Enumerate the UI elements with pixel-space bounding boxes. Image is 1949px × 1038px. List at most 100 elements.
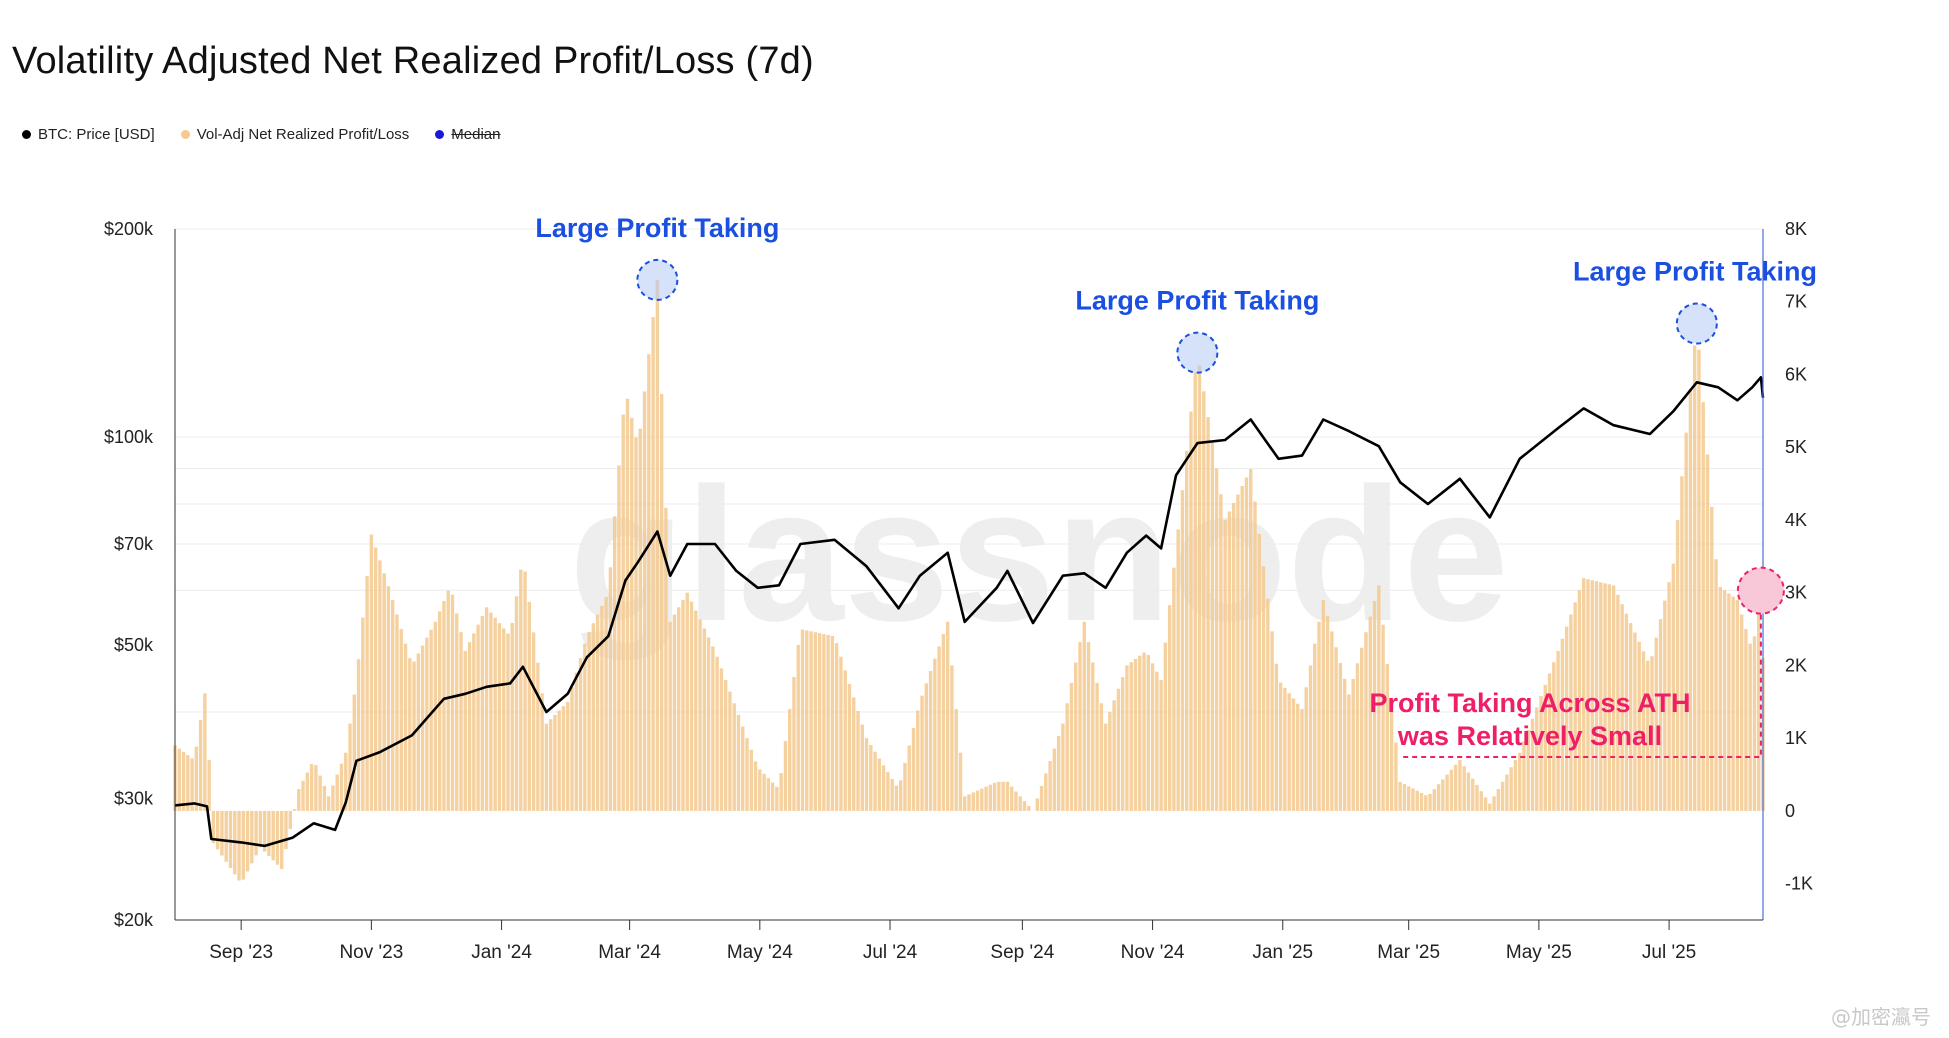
y-right-tick-label: 2K bbox=[1785, 655, 1807, 675]
profit-loss-bar bbox=[288, 810, 292, 830]
profit-loss-bar bbox=[826, 634, 830, 811]
profit-loss-bar bbox=[604, 597, 608, 811]
profit-loss-bar bbox=[1116, 688, 1121, 811]
annotation-circle-large-profit bbox=[1176, 331, 1219, 374]
profit-loss-bar bbox=[250, 810, 254, 864]
profit-loss-bar bbox=[770, 782, 775, 811]
profit-loss-bar bbox=[1471, 778, 1475, 811]
profit-loss-bar bbox=[1505, 774, 1509, 811]
x-tick-label: Nov '24 bbox=[1121, 942, 1185, 963]
profit-loss-bar bbox=[1321, 599, 1326, 811]
y-left-tick-label: $200k bbox=[104, 219, 154, 239]
profit-loss-bar bbox=[732, 703, 736, 811]
legend-item-vol-adj[interactable]: Vol-Adj Net Realized Profit/Loss bbox=[180, 126, 410, 143]
profit-loss-bar bbox=[1680, 476, 1684, 811]
profit-loss-bar bbox=[1022, 801, 1027, 811]
profit-loss-bar bbox=[1701, 402, 1705, 811]
profit-loss-bar bbox=[706, 637, 711, 811]
profit-loss-bar bbox=[1389, 703, 1394, 811]
profit-loss-bar bbox=[241, 810, 246, 880]
profit-loss-bar bbox=[1325, 615, 1330, 811]
profit-loss-bar bbox=[659, 393, 664, 811]
profit-loss-bar bbox=[741, 726, 745, 811]
profit-loss-bar bbox=[1308, 665, 1313, 811]
profit-loss-bar bbox=[1001, 781, 1005, 811]
profit-loss-bar bbox=[668, 621, 672, 811]
x-tick-label: Jul '25 bbox=[1642, 942, 1696, 963]
profit-loss-bar bbox=[1509, 767, 1513, 811]
profit-loss-bar bbox=[1462, 766, 1466, 811]
profit-loss-bar bbox=[1065, 703, 1069, 811]
profit-loss-bar bbox=[557, 710, 561, 811]
profit-loss-bar bbox=[1381, 624, 1385, 811]
profit-loss-bar bbox=[322, 785, 327, 811]
profit-loss-bar bbox=[1074, 662, 1078, 811]
profit-loss-bar bbox=[1317, 621, 1321, 811]
profit-loss-bar bbox=[1206, 416, 1210, 811]
profit-loss-bar bbox=[1069, 682, 1074, 811]
profit-loss-bar bbox=[420, 645, 425, 811]
profit-loss-bar bbox=[762, 773, 766, 811]
y-right-tick-label: -1K bbox=[1785, 874, 1813, 894]
profit-loss-bar bbox=[830, 635, 835, 811]
profit-loss-bar bbox=[992, 782, 997, 811]
profit-loss-bar bbox=[1227, 511, 1232, 811]
profit-loss-bar bbox=[694, 610, 698, 811]
profit-loss-bar bbox=[583, 643, 587, 811]
profit-loss-bar bbox=[1543, 684, 1547, 811]
profit-loss-bar bbox=[1432, 789, 1437, 811]
profit-loss-bar bbox=[1377, 585, 1381, 811]
profit-loss-bar bbox=[1125, 665, 1129, 811]
profit-loss-bar bbox=[1436, 784, 1441, 811]
profit-loss-bar bbox=[967, 794, 971, 811]
legend-item-median[interactable]: Median bbox=[435, 126, 501, 143]
profit-loss-bar bbox=[1163, 642, 1168, 811]
profit-loss-bar bbox=[1394, 742, 1398, 811]
profit-loss-bar bbox=[630, 418, 634, 811]
x-tick-label: May '24 bbox=[727, 942, 793, 963]
profit-loss-bar bbox=[1202, 391, 1206, 811]
profit-loss-bar bbox=[335, 774, 339, 811]
profit-loss-bar bbox=[813, 632, 818, 811]
profit-loss-bar bbox=[587, 631, 591, 811]
profit-loss-bar bbox=[1658, 619, 1663, 811]
y-left-tick-label: $50k bbox=[114, 635, 154, 655]
profit-loss-bar bbox=[1492, 796, 1496, 811]
annotation-text-large-profit: Large Profit Taking bbox=[535, 213, 779, 243]
profit-loss-bar bbox=[198, 719, 203, 811]
profit-loss-bar bbox=[1663, 600, 1667, 811]
profit-loss-bar bbox=[1466, 772, 1471, 811]
profit-loss-bar bbox=[1214, 468, 1219, 811]
legend-item-btc-price[interactable]: BTC: Price [USD] bbox=[22, 126, 155, 143]
annotation-text-large-profit: Large Profit Taking bbox=[1075, 286, 1319, 316]
profit-loss-bar bbox=[228, 810, 233, 869]
profit-loss-bar bbox=[1257, 533, 1261, 811]
profit-loss-bar bbox=[237, 810, 241, 881]
legend-label-vol-adj: Vol-Adj Net Realized Profit/Loss bbox=[196, 126, 410, 143]
corner-watermark: @加密瀛号 bbox=[1831, 1005, 1931, 1029]
profit-loss-bar bbox=[736, 714, 741, 811]
profit-loss-bar bbox=[1231, 502, 1236, 811]
x-tick-label: Jan '25 bbox=[1252, 942, 1313, 963]
profit-loss-bar bbox=[1479, 791, 1483, 811]
profit-loss-bar bbox=[484, 607, 489, 811]
profit-loss-bar bbox=[1419, 792, 1424, 811]
profit-loss-bar bbox=[1582, 578, 1586, 811]
profit-loss-bar bbox=[719, 668, 724, 811]
profit-loss-bar bbox=[1044, 773, 1048, 811]
x-tick-label: Sep '23 bbox=[209, 942, 273, 963]
profit-loss-bar bbox=[711, 646, 715, 811]
profit-loss-bar bbox=[1005, 781, 1010, 811]
profit-loss-bar bbox=[292, 809, 297, 811]
profit-loss-bar bbox=[1185, 450, 1189, 811]
x-tick-label: Mar '25 bbox=[1377, 942, 1440, 963]
profit-loss-bar bbox=[1744, 629, 1748, 811]
profit-loss-bar bbox=[348, 723, 352, 811]
profit-loss-bar bbox=[1112, 700, 1116, 811]
profit-loss-bar bbox=[805, 630, 809, 811]
annotation-text-small-profit: was Relatively Small bbox=[1397, 721, 1662, 751]
y-left-tick-label: $100k bbox=[104, 427, 154, 447]
btc-price-line bbox=[174, 376, 1765, 848]
y-right-tick-label: 3K bbox=[1785, 583, 1807, 603]
profit-loss-bar bbox=[796, 645, 800, 811]
